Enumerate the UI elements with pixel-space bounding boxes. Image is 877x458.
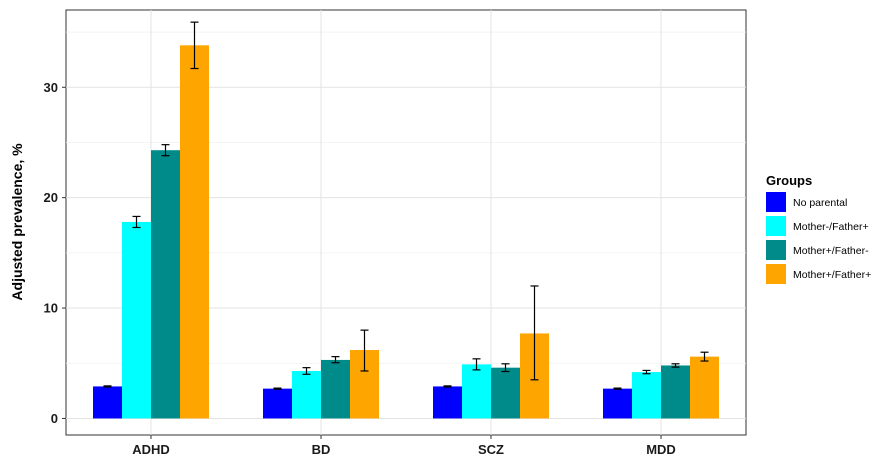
legend-label: Mother+/Father- [793,245,869,257]
bar [491,367,520,419]
legend-swatch [766,240,786,260]
y-axis-title: Adjusted prevalence, % [9,143,25,301]
legend-label: Mother-/Father+ [793,221,869,233]
bar [462,364,491,419]
bar [151,150,180,419]
bar [180,45,209,419]
bar [321,359,350,419]
legend-swatch [766,216,786,236]
x-tick-label: MDD [646,442,676,457]
x-tick-label: ADHD [132,442,170,457]
y-tick-label: 10 [44,301,58,316]
bar [433,386,462,419]
bar [93,386,122,419]
bar [632,372,661,419]
legend-items: No parental Mother-/Father+ Mother+/Father… [766,192,871,284]
bar [603,388,632,419]
bar [263,388,292,419]
legend-label: Mother+/Father+ [793,269,871,281]
legend-title: Groups [766,173,812,188]
y-axis: 0 10 20 30 [44,80,66,426]
x-axis: ADHD BD SCZ MDD [132,435,676,457]
y-tick-label: 20 [44,190,58,205]
legend-swatch [766,264,786,284]
legend-label: No parental [793,197,847,209]
bar [690,356,719,419]
error-bars [103,21,709,390]
legend: Groups No parental Mother-/Father+ Mother+… [766,173,871,284]
y-tick-label: 0 [51,411,58,426]
x-tick-label: SCZ [478,442,504,457]
bar [661,365,690,419]
bar [292,370,321,419]
bar [122,221,151,419]
y-tick-label: 30 [44,80,58,95]
legend-swatch [766,192,786,212]
x-tick-label: BD [312,442,331,457]
